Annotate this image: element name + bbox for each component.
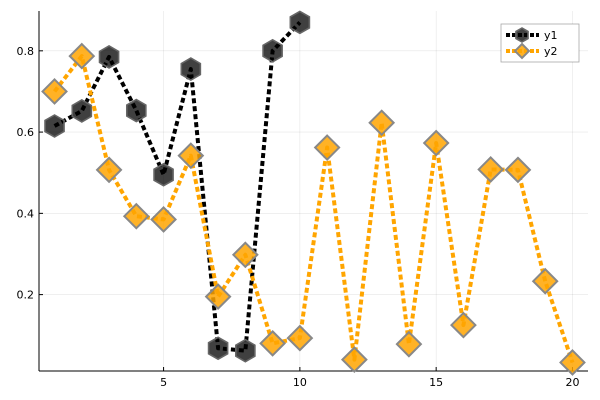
data-point-y2 [477, 156, 505, 183]
data-point-y2 [122, 202, 150, 230]
data-point-y2 [259, 329, 287, 357]
x-tick-label: 10 [293, 376, 307, 389]
data-point-y2 [504, 156, 532, 184]
legend-label: y1 [544, 29, 558, 42]
x-tick-label: 20 [565, 376, 579, 389]
data-point-y2 [559, 349, 586, 376]
data-point-y2 [313, 134, 341, 161]
data-point-y2 [204, 283, 232, 311]
data-point-y1 [71, 99, 93, 123]
series-y2 [41, 42, 586, 376]
data-point-y2 [95, 156, 123, 184]
legend-item-y1: y1 [506, 27, 558, 43]
legend-marker [513, 42, 531, 60]
y-tick-label: 0.4 [17, 207, 35, 220]
data-point-y2 [450, 311, 477, 339]
data-point-y2 [68, 42, 96, 70]
data-point-y1 [44, 114, 65, 138]
data-point-y2 [531, 267, 559, 295]
data-point-y1 [98, 44, 120, 69]
series-layer [41, 10, 586, 376]
legend-item-y2: y2 [506, 42, 558, 60]
data-point-y1 [289, 10, 311, 35]
data-point-y2 [340, 346, 368, 374]
data-point-y1 [180, 57, 202, 82]
data-point-y2 [177, 142, 205, 170]
data-point-y2 [150, 206, 177, 233]
axes: 5 10 15 20 0.2 0.4 0.6 0.8 [17, 11, 588, 389]
legend-box [500, 23, 580, 63]
data-point-y1 [235, 338, 256, 363]
x-tick-label: 15 [429, 376, 443, 389]
x-tick-label: 5 [160, 376, 167, 389]
legend-marker [515, 27, 529, 43]
y-tick-label: 0.2 [17, 289, 35, 302]
data-point-y1 [262, 38, 283, 63]
data-point-y1 [153, 162, 174, 187]
y-tick-label: 0.6 [17, 126, 35, 139]
data-point-y2 [286, 324, 314, 352]
data-point-y2 [231, 241, 259, 269]
data-point-y1 [125, 98, 147, 123]
y-tick-label: 0.8 [17, 45, 35, 58]
series-line-y1 [53, 20, 302, 353]
data-point-y2 [41, 78, 68, 105]
data-point-y2 [368, 109, 396, 137]
series-y1 [44, 10, 311, 363]
legend-label: y2 [544, 45, 558, 58]
data-point-y1 [207, 336, 229, 361]
data-point-y2 [395, 330, 423, 358]
data-point-y2 [422, 129, 450, 157]
grid [39, 11, 588, 371]
